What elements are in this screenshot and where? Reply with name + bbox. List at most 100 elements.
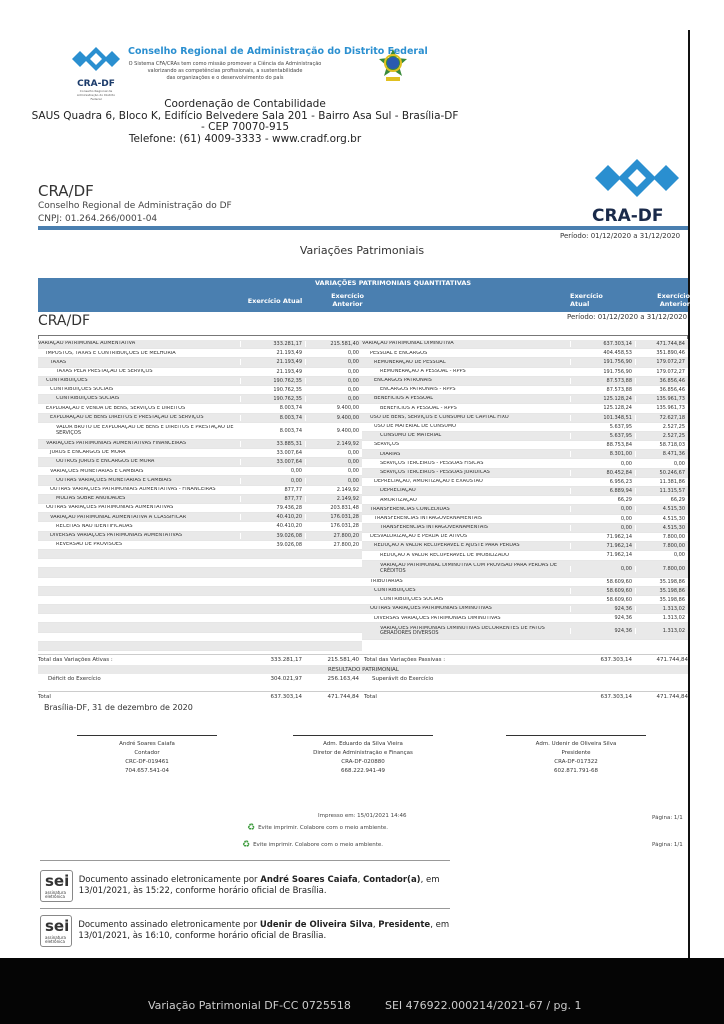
table-row: OUTRAS VARIAÇÕES PATRIMONIAIS AUMENTATIV…: [38, 486, 362, 495]
row-label: VARIAÇÃO PATRIMONIAL DIMINUTIVA COM PROV…: [380, 563, 557, 574]
row-anterior: 1.313,02: [635, 606, 688, 613]
recycle-icon: ♻: [242, 840, 251, 850]
row-label: TAXAS PELA PRESTAÇÃO DE SERVIÇOS: [56, 368, 153, 374]
row-label: OUTRAS VARIAÇÕES PATRIMONIAIS AUMENTATIV…: [46, 505, 174, 511]
row-atual: 190.762,35: [240, 387, 305, 394]
sei-role: Presidente: [378, 920, 431, 930]
row-anterior: 1.313,02: [635, 628, 688, 635]
sei-logo: sei assinatura eletrônica: [40, 870, 73, 902]
table-row: OUTRAS VARIAÇÕES PATRIMONIAIS AUMENTATIV…: [38, 504, 362, 514]
empty-row: [38, 578, 362, 587]
sei-text: , em 13/01/2021, às 15:22, conforme horá…: [78, 875, 440, 896]
row-anterior: 0,00: [635, 552, 688, 559]
row-anterior: 2.149,92: [305, 495, 362, 502]
empty-row: [38, 623, 362, 633]
row-label: REDUÇÃO A VALOR RECUPERÁVEL DE IMOBILIZA…: [380, 552, 510, 558]
row-atual: 190.762,35: [240, 396, 305, 403]
table-row: REMUNERAÇÃO A PESSOAL - RPPS 191.756,90 17…: [362, 368, 688, 377]
row-atual: 125.128,24: [570, 405, 635, 412]
table-row: DIVERSAS VARIAÇÕES PATRIMONIAIS DIMINUTI…: [362, 614, 688, 624]
total-label-left: Total: [38, 693, 51, 700]
row-anterior: 8.471,36: [635, 451, 688, 458]
row-anterior: 35.198,86: [635, 578, 688, 585]
row-anterior: 36.856,46: [635, 377, 688, 384]
table-row: EXPLORAÇÃO E VENDA DE BENS, SERVIÇOS E D…: [38, 404, 362, 414]
table-row: REVERSÃO DE PROVISÕES 39.026,08 27.800,20: [38, 541, 362, 550]
row-atual: 8.003,74: [240, 414, 305, 421]
superavit-label: Superávit do Exercício: [372, 676, 434, 682]
table-row: JUROS E ENCARGOS DE MORA 33.007,64 0,00: [38, 449, 362, 459]
table-row: CONSUMO DE MATERIAL 5.637,95 2.527,25: [362, 431, 688, 442]
table-row: TRANSFERÊNCIAS INTRAGOVERNAMENTAIS 0,00 4.…: [362, 515, 688, 524]
total-label-right: Total: [364, 693, 377, 700]
cnpj: CNPJ: 01.264.266/0001-04: [38, 214, 158, 224]
row-label: CONTRIBUIÇÕES SOCIAIS: [56, 396, 120, 402]
row-label: ENCARGOS PATRONAIS - RPPS: [380, 387, 456, 393]
table-row: AMORTIZAÇÃO 66,29 66,29: [362, 496, 688, 506]
empty-row: [38, 633, 362, 642]
row-label: VARIAÇÕES MONETÁRIAS E CAMBIAIS: [50, 468, 144, 474]
table-row: CONTRIBUIÇÕES SOCIAIS 190.762,35 0,00: [38, 395, 362, 405]
table-row: DESVALORIZAÇÃO E PERDA DE ATIVOS 71.962,1…: [362, 533, 688, 543]
row-label: EXPLORAÇÃO E VENDA DE BENS, SERVIÇOS E D…: [46, 405, 186, 411]
empty-row: [38, 586, 362, 596]
row-anterior: 66,29: [635, 497, 688, 504]
entity-abbrev: CRA/DF: [38, 182, 94, 200]
sei-text: ,: [357, 875, 364, 885]
row-label: ENCARGOS PATRONAIS: [374, 378, 432, 384]
row-label: DIVERSAS VARIAÇÕES PATRIMONIAIS DIMINUTI…: [374, 615, 501, 621]
printed-at: Impresso em: 15/01/2021 14:46: [318, 813, 407, 819]
signature-block: André Soares Caiafa Contador CRC-DF-0194…: [77, 735, 217, 776]
table-row: CONTRIBUIÇÕES 190.762,35 0,00: [38, 376, 362, 386]
row-atual: 191.756,90: [570, 359, 635, 366]
row-atual: 39.026,08: [240, 541, 305, 548]
row-label: SERVIÇOS TERCEIROS - PESSOAS JURÍDICAS: [380, 469, 490, 475]
row-anterior: 2.527,25: [635, 423, 688, 430]
table-row: SERVIÇOS 88.753,84 58.718,03: [362, 441, 688, 451]
row-anterior: 7.800,00: [635, 543, 688, 550]
cra-logo: CRA-DF Conselho Regional de Administraçã…: [72, 45, 120, 101]
logo-text: CRA-DF: [77, 79, 115, 89]
row-atual: 5.637,95: [570, 423, 635, 430]
table-row: OUTRAS VARIAÇÕES PATRIMONIAIS DIMINUTIVA…: [362, 605, 688, 615]
signer-document: 602.871.791-68: [554, 768, 598, 774]
row-label: TRANSFERÊNCIAS INTRAGOVERNAMENTAIS: [380, 525, 488, 531]
signer-name: André Soares Caiafa: [119, 741, 175, 747]
table-row: BENEFÍCIOS A PESSOAL 125.128,24 135.961,73: [362, 395, 688, 405]
sei-text: , em 13/01/2021, às 16:10, conforme horá…: [78, 920, 450, 941]
row-label: RECEITAS NÃO IDENTIFICADAS: [56, 523, 133, 529]
row-label: MULTAS SOBRE ANUIDADES: [56, 496, 126, 502]
table-row: OUTRAS VARIAÇÕES MONETÁRIAS E CAMBIAIS 0,…: [38, 476, 362, 486]
row-label: SERVIÇOS: [374, 442, 400, 448]
deficit-atual: 304.021,97: [270, 676, 303, 682]
row-label: TRIBUTÁRIAS: [370, 578, 403, 584]
row-anterior: 0,00: [305, 387, 362, 394]
signature-block: Adm. Eduardo da Silva Vieira Diretor de …: [293, 735, 433, 776]
row-atual: 637.303,14: [570, 341, 635, 348]
row-anterior: 471.744,84: [635, 341, 688, 348]
table-row: REDUÇÃO A VALOR RECUPERÁVEL DE IMOBILIZA…: [362, 551, 688, 561]
eco-notice: Evite imprimir. Colabore com o meio ambi…: [258, 825, 389, 831]
row-anterior: 9.400,00: [305, 414, 362, 421]
row-anterior: 179.072,27: [635, 359, 688, 366]
row-atual: 877,77: [240, 495, 305, 502]
total-passivas-atual: 637.303,14: [600, 656, 633, 663]
row-atual: 924,36: [570, 628, 635, 635]
row-anterior: 9.400,00: [305, 405, 362, 412]
row-anterior: 7.800,00: [635, 565, 688, 572]
table-row: EXPLORAÇÃO DE BENS DIREITOS E PRESTAÇÃO …: [38, 413, 362, 423]
row-atual: 58.609,60: [570, 587, 635, 594]
row-label: SERVIÇOS TERCEIROS - PESSOAS FÍSICAS: [380, 460, 484, 466]
sei-text: Documento assinado eletronicamente por: [78, 875, 261, 885]
row-label: OUTRAS VARIAÇÕES PATRIMONIAIS DIMINUTIVA…: [370, 606, 492, 612]
table-row: RECEITAS NÃO IDENTIFICADAS 40.410,20 176.0…: [38, 522, 362, 532]
row-label: TRANSFERÊNCIAS CONCEDIDAS: [370, 506, 450, 512]
table-row: VARIAÇÃO PATRIMONIAL AUMENTATIVA 333.281,…: [38, 340, 362, 350]
row-atual: 21.193,49: [240, 368, 305, 375]
row-atual: 6.956,23: [570, 478, 635, 485]
table-row: TAXAS 21.193,49 0,00: [38, 358, 362, 368]
empty-row: [38, 568, 362, 578]
row-anterior: 203.831,48: [305, 505, 362, 512]
page-number: Página: 1/1: [652, 842, 683, 848]
row-anterior: 4.515,30: [635, 524, 688, 531]
